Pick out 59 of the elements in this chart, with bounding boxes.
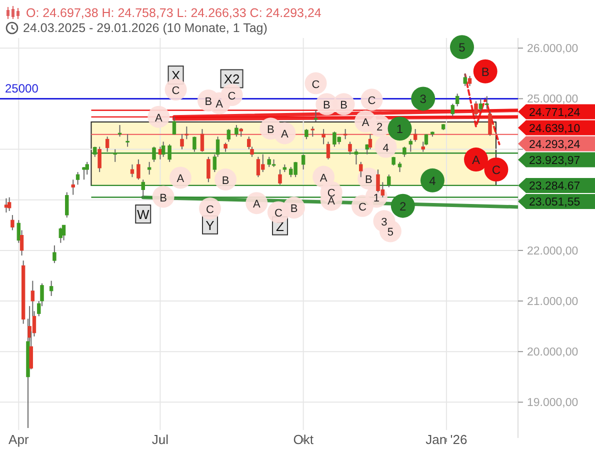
annotation: 3: [381, 216, 388, 229]
annotation: 1: [373, 192, 380, 204]
annotation: 2: [400, 199, 407, 214]
annotation: Y: [206, 218, 215, 233]
ref-line-label: 23.923,97: [529, 154, 580, 167]
annotation: B: [481, 64, 490, 79]
annotation: 2: [376, 121, 383, 134]
ref-line-label: 23.284.67: [529, 180, 580, 193]
annotation: A: [252, 198, 261, 211]
annotation: C: [492, 163, 501, 178]
annotation: A: [320, 172, 328, 184]
ref-line-label: 24.639,10: [529, 122, 580, 135]
annotation: W: [136, 207, 150, 222]
annotation: B: [340, 100, 348, 112]
annotation: X2: [224, 72, 240, 87]
annotation: C: [206, 204, 214, 216]
annotation: B: [222, 175, 230, 188]
annotation: 1: [396, 122, 404, 136]
annotation: X: [171, 68, 180, 84]
chart-title: O: 24.697,38 H: 24.758,73 L: 24.266,33 C: 24.293,24: [26, 6, 322, 20]
annotation: B: [266, 124, 274, 136]
annotation: C: [312, 78, 320, 91]
annotation: Z: [276, 218, 284, 234]
y-tick-label: 20.000,00: [527, 346, 578, 359]
annotation: 3: [420, 92, 427, 106]
annotation: 5: [387, 226, 394, 239]
annotation: B: [204, 96, 212, 108]
x-tick-label: Jan '26: [426, 432, 468, 447]
ref-line-label: 24.771,24: [529, 106, 581, 119]
annotation: B: [364, 174, 372, 186]
y-tick-label: 21.000,00: [527, 296, 578, 308]
annotation: 5: [458, 40, 466, 55]
annotation: C: [228, 90, 236, 103]
annotation: A: [472, 153, 480, 168]
annotation: A: [362, 116, 370, 129]
annotation: 4: [382, 142, 389, 154]
x-tick-label: Apr: [8, 432, 30, 447]
annotation: B: [322, 100, 330, 112]
annotation: C: [358, 201, 366, 214]
annotation: A: [154, 112, 163, 124]
ref-line-label: 23.051,55: [529, 196, 580, 209]
x-tick-label: Okt: [293, 432, 314, 447]
annotation: A: [216, 98, 224, 111]
annotation: B: [160, 192, 168, 204]
y-tick-label: 22.000,00: [527, 245, 578, 258]
y-tick-label: 25.000,00: [527, 94, 578, 106]
ref-line-label: 24.293,24: [529, 138, 581, 151]
chart-subtitle: 24.03.2025 - 29.01.2026 (10 Monate, 1 Tag): [23, 21, 268, 35]
annotation: B: [290, 203, 298, 216]
y-tick-label: 26.000,00: [527, 43, 578, 56]
ref-line-label: 25000: [5, 82, 39, 96]
y-tick-label: 19.000,00: [527, 397, 578, 410]
annotation: 4: [429, 174, 436, 188]
x-tick-label: Jul: [152, 432, 169, 447]
annotation: C: [274, 208, 282, 220]
annotation: C: [368, 95, 376, 108]
annotation: C: [172, 85, 180, 98]
annotation: A: [280, 128, 289, 141]
annotation: A: [176, 173, 185, 186]
